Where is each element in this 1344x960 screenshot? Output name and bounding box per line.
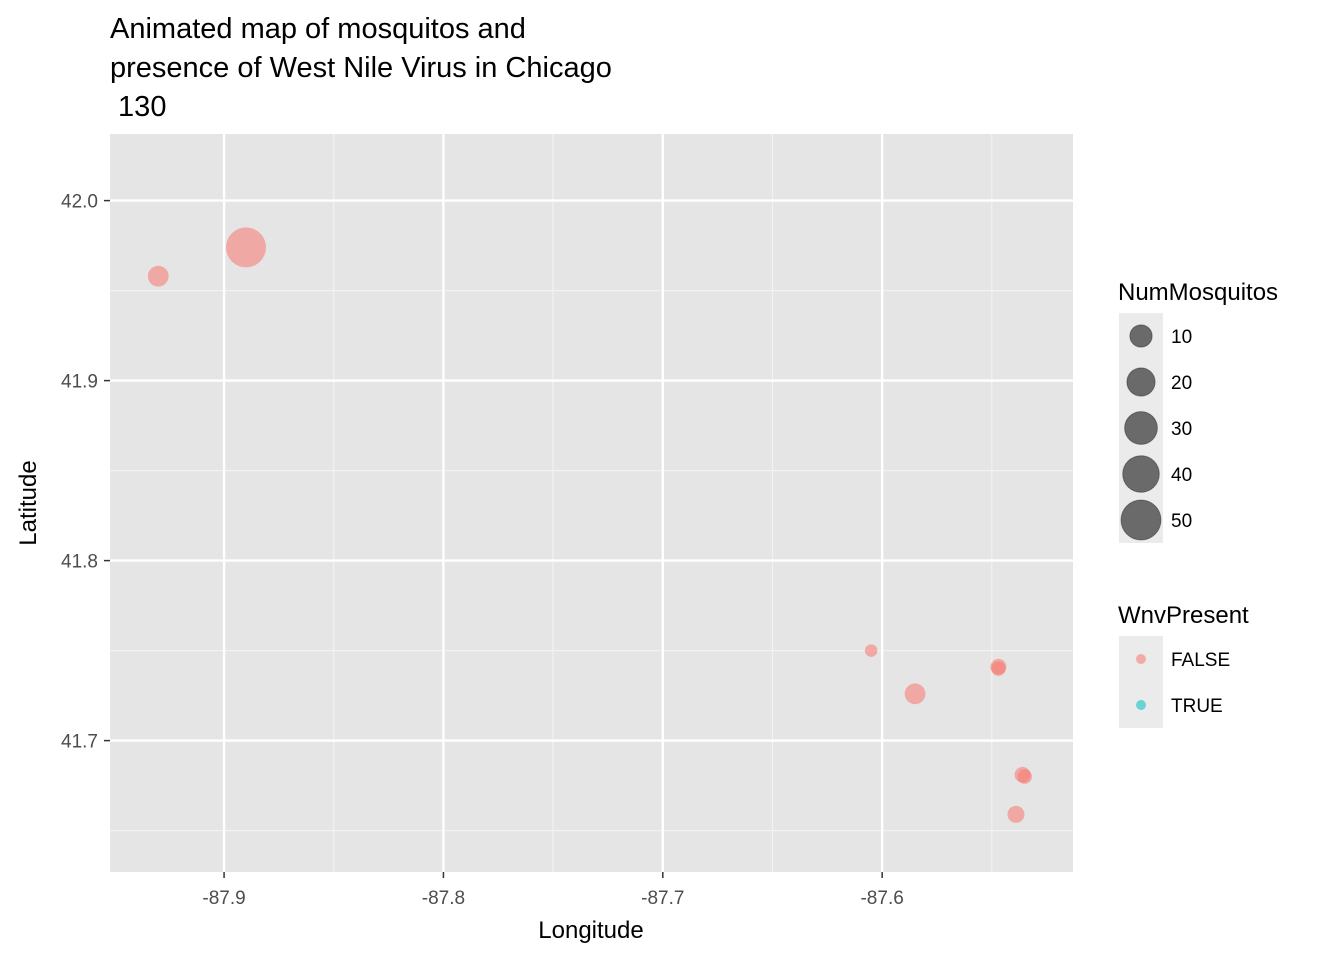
legend-color-key-false	[1136, 654, 1146, 664]
data-point-false	[904, 683, 926, 705]
legend-size-key	[1129, 324, 1153, 348]
data-point-false	[1017, 769, 1032, 784]
x-tick-label: -87.7	[641, 888, 684, 909]
data-point-false	[1007, 805, 1025, 823]
title-line-1: Animated map of mosquitos and	[110, 13, 526, 45]
legend-color-key-true	[1136, 700, 1146, 710]
legend-size-label: 40	[1171, 465, 1192, 486]
legend-color-label: TRUE	[1171, 696, 1223, 717]
legend-size-label: 10	[1171, 327, 1192, 348]
legend-size-key	[1126, 367, 1156, 397]
data-point-false	[226, 227, 267, 268]
legend-color: WnvPresent FALSE TRUE	[1118, 602, 1249, 728]
legend-size: NumMosquitos 10 20 30 40 50	[1118, 279, 1278, 543]
data-point-false	[864, 644, 878, 657]
y-axis-title: Latitude	[15, 460, 42, 545]
y-axis-ticks: 41.7 41.8 41.9 42.0	[61, 192, 110, 753]
legend-size-key	[1124, 411, 1158, 445]
legend-size-key	[1120, 499, 1162, 541]
legend-size-title: NumMosquitos	[1118, 279, 1278, 306]
legend-size-key	[1122, 455, 1160, 493]
x-axis-title: Longitude	[538, 917, 643, 944]
plot-panel	[110, 134, 1073, 872]
data-point-false	[147, 265, 169, 287]
x-tick-label: -87.8	[422, 888, 465, 909]
title-line-3: 130	[110, 91, 166, 123]
legend-size-label: 30	[1171, 419, 1192, 440]
y-tick-label: 41.8	[61, 552, 98, 573]
legend-size-label: 50	[1171, 511, 1192, 532]
data-points	[147, 227, 1032, 823]
data-point-false	[991, 661, 1006, 676]
chart-title: Animated map of mosquitos and presence o…	[110, 13, 612, 123]
title-line-2: presence of West Nile Virus in Chicago	[110, 52, 612, 84]
y-tick-label: 41.9	[61, 372, 98, 393]
x-tick-label: -87.6	[860, 888, 903, 909]
x-tick-label: -87.9	[202, 888, 245, 909]
legend-color-title: WnvPresent	[1118, 602, 1249, 629]
legend-color-label: FALSE	[1171, 650, 1230, 671]
y-tick-label: 42.0	[61, 192, 98, 213]
gridlines	[110, 134, 1073, 872]
y-tick-label: 41.7	[61, 732, 98, 753]
x-axis-ticks: -87.9 -87.8 -87.7 -87.6	[202, 872, 904, 909]
legend-size-label: 20	[1171, 373, 1192, 394]
